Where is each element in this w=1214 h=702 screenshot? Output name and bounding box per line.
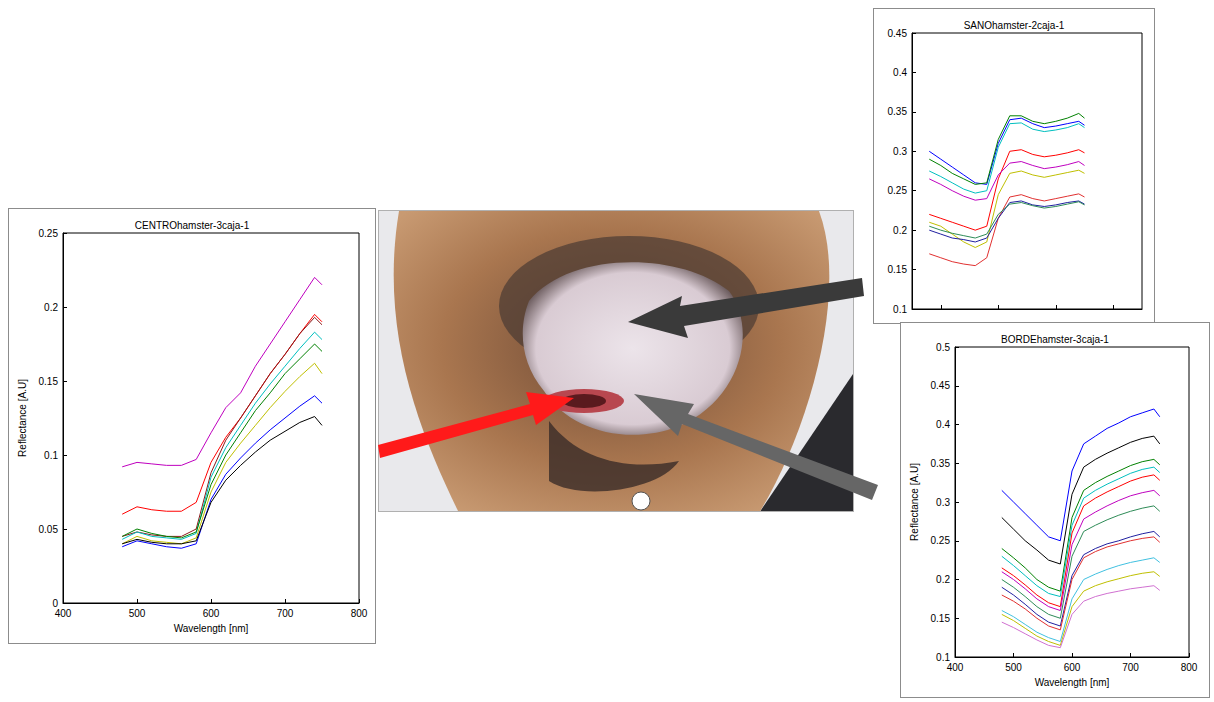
svg-text:Wavelength [nm]: Wavelength [nm]	[174, 623, 249, 634]
svg-text:700: 700	[277, 608, 294, 619]
svg-text:SANOhamster-2caja-1: SANOhamster-2caja-1	[964, 20, 1065, 31]
svg-text:0.5: 0.5	[936, 342, 950, 353]
svg-text:700: 700	[1122, 662, 1139, 673]
svg-text:Reflectance [A.U]: Reflectance [A.U]	[17, 379, 28, 457]
svg-text:0: 0	[52, 597, 58, 609]
svg-text:800: 800	[351, 608, 368, 619]
svg-text:0.15: 0.15	[39, 376, 59, 387]
svg-text:500: 500	[1005, 662, 1022, 673]
svg-text:600: 600	[203, 608, 220, 619]
svg-text:0.4: 0.4	[893, 67, 907, 78]
svg-text:0.35: 0.35	[931, 458, 951, 469]
svg-text:600: 600	[1064, 662, 1081, 673]
svg-text:0.25: 0.25	[931, 535, 951, 546]
svg-text:0.3: 0.3	[936, 497, 950, 508]
svg-text:0.1: 0.1	[936, 651, 950, 663]
svg-text:0.45: 0.45	[888, 28, 908, 39]
svg-text:400: 400	[55, 608, 72, 619]
svg-text:0.3: 0.3	[893, 146, 907, 157]
svg-text:800: 800	[1181, 662, 1198, 673]
svg-text:0.15: 0.15	[888, 264, 908, 275]
svg-text:0.1: 0.1	[893, 304, 907, 315]
svg-text:0.35: 0.35	[888, 106, 908, 117]
svg-text:0.45: 0.45	[931, 380, 951, 391]
svg-text:Reflectance [A.U]: Reflectance [A.U]	[909, 463, 920, 541]
svg-text:0.1: 0.1	[44, 450, 58, 461]
svg-text:BORDEhamster-3caja-1: BORDEhamster-3caja-1	[1001, 334, 1109, 345]
svg-text:0.25: 0.25	[39, 228, 59, 239]
svg-text:0.05: 0.05	[39, 524, 59, 535]
svg-text:0.25: 0.25	[888, 185, 908, 196]
svg-text:0.2: 0.2	[893, 225, 907, 236]
svg-text:0.2: 0.2	[936, 574, 950, 585]
svg-text:0.2: 0.2	[44, 302, 58, 313]
svg-text:CENTROhamster-3caja-1: CENTROhamster-3caja-1	[135, 220, 250, 231]
svg-text:0.4: 0.4	[936, 419, 950, 430]
svg-text:500: 500	[129, 608, 146, 619]
svg-text:Wavelength [nm]: Wavelength [nm]	[1035, 677, 1110, 688]
svg-text:0.15: 0.15	[931, 613, 951, 624]
svg-text:400: 400	[947, 662, 964, 673]
